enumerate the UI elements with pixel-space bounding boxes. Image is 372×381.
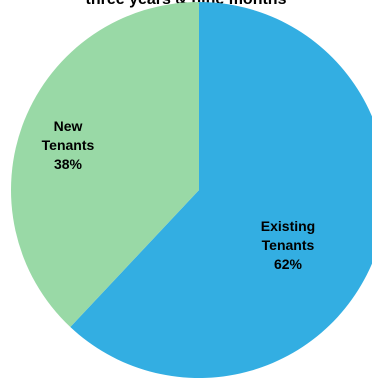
pie-slice-existing-tenants (70, 2, 372, 378)
slice-name-label: Tenants (262, 237, 315, 253)
slice-name-label: Tenants (42, 137, 95, 153)
slice-value-label: 38% (54, 156, 83, 172)
slice-label: New Tenants 38% (42, 118, 95, 172)
slice-name-label: New (54, 118, 83, 134)
slice-value-label: 62% (274, 256, 303, 272)
pie-slice-new-tenants (11, 2, 199, 328)
slice-label: Existing Tenants 62% (261, 218, 315, 272)
slice-name-label: Existing (261, 218, 315, 234)
